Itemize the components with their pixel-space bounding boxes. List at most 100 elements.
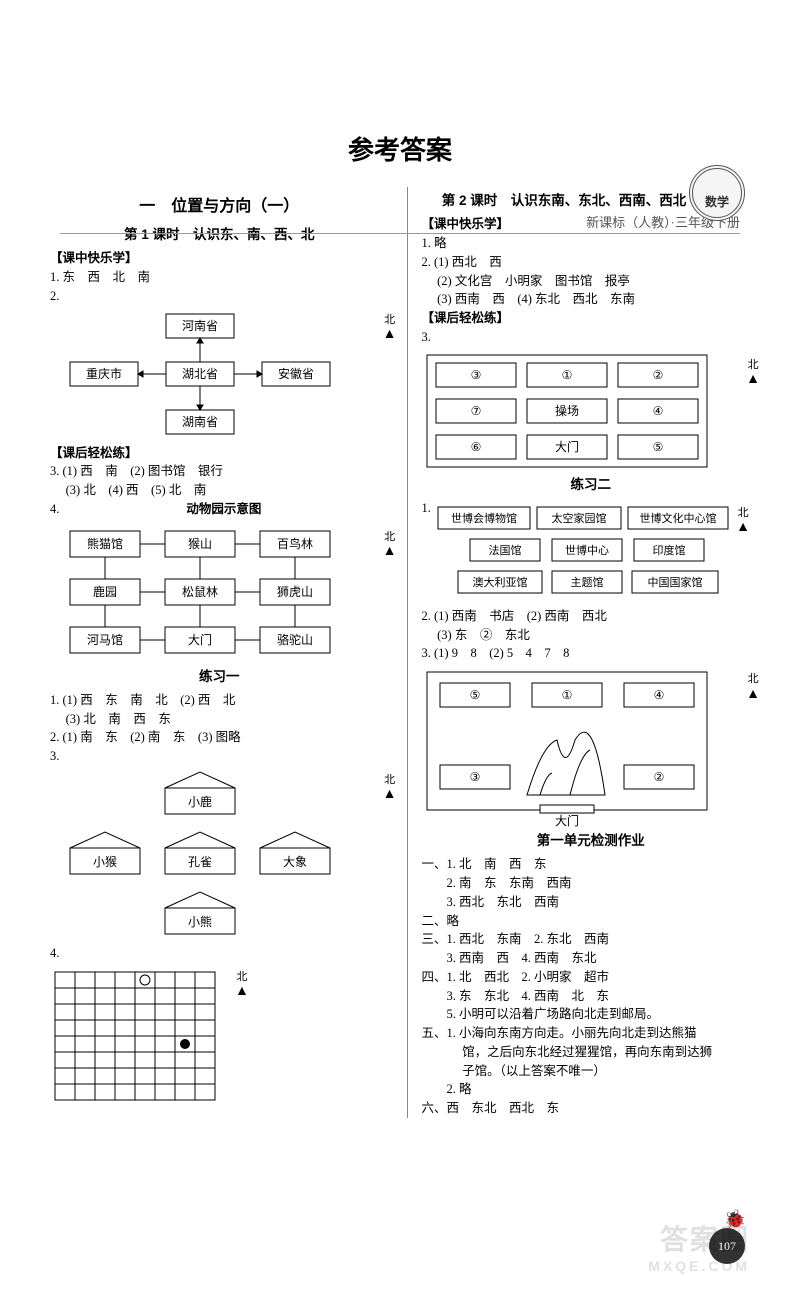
svg-text:法国馆: 法国馆 [489, 543, 522, 557]
north-icon: 北▲ [383, 772, 397, 803]
svg-text:④: ④ [652, 404, 663, 418]
svg-text:澳大利亚馆: 澳大利亚馆 [473, 575, 528, 589]
answer-line: 3. (1) 西 南 (2) 图书馆 银行 [50, 462, 389, 481]
svg-text:百鸟林: 百鸟林 [277, 536, 313, 551]
answer-line: 2. 南 东 东南 西南 [422, 874, 761, 893]
answer-line: 4. [50, 944, 389, 963]
exercise-2-title: 练习二 [422, 475, 761, 495]
answer-line: 五、1. 小海向东南方向走。小丽先向北走到达熊猫 [422, 1024, 761, 1043]
svg-text:狮虎山: 狮虎山 [277, 585, 313, 599]
svg-text:大门: 大门 [554, 813, 578, 827]
answer-line: 2. [50, 287, 389, 306]
right-column: 第 2 课时 认识东南、东北、西南、西北 【课中快乐学】 1. 略 2. (1)… [407, 187, 761, 1118]
answer-line: (2) 文化宫 小明家 图书馆 报亭 [422, 272, 761, 291]
main-title: 参考答案 [0, 130, 800, 167]
answer-line: 四、1. 北 西北 2. 小明家 超市 [422, 968, 761, 987]
answer-line: 2. (1) 南 东 (2) 南 东 (3) 图略 [50, 728, 389, 747]
answer-line: 3. [422, 328, 761, 347]
campus-svg: ③①② ⑦操场④ ⑥大门⑤ [422, 351, 732, 471]
svg-text:大象: 大象 [283, 855, 307, 869]
zoo-svg: 熊猫馆猴山百鸟林 鹿园松鼠林狮虎山 河马馆大门骆驼山 [50, 523, 350, 663]
section-label: 【课后轻松练】 [50, 444, 389, 463]
answer-line: 2. 略 [422, 1080, 761, 1099]
answer-line: 一、1. 北 南 西 东 [422, 855, 761, 874]
answer-line: 3. 东 东北 4. 西南 北 东 [422, 987, 761, 1006]
left-column: 一 位置与方向（一） 第 1 课时 认识东、南、西、北 【课中快乐学】 1. 东… [50, 187, 389, 1118]
scenic-diagram: ⑤ ① ④ ③ ② 大门 北▲ [422, 667, 761, 827]
svg-text:河南省: 河南省 [182, 318, 218, 333]
zoo-title: 动物园示意图 [59, 500, 388, 519]
zoo-diagram: 熊猫馆猴山百鸟林 鹿园松鼠林狮虎山 河马馆大门骆驼山 北▲ [50, 523, 389, 663]
svg-text:③: ③ [470, 368, 481, 382]
svg-text:猴山: 猴山 [188, 537, 212, 551]
north-icon: 北▲ [235, 969, 249, 1000]
provinces-svg: 河南省 湖南省 湖北省 重庆市 安徽省 [50, 310, 350, 440]
svg-text:湖南省: 湖南省 [182, 414, 218, 429]
scenic-svg: ⑤ ① ④ ③ ② 大门 [422, 667, 732, 827]
svg-text:②: ② [653, 770, 664, 784]
houses-diagram: 小鹿 小猴 孔雀 大象 小熊 北▲ [50, 770, 389, 940]
north-icon: 北▲ [383, 312, 397, 343]
answer-line: 3. (1) 9 8 (2) 5 4 7 8 [422, 644, 761, 663]
answer-line: 3. 西南 西 4. 西南 东北 [422, 949, 761, 968]
north-icon: 北▲ [746, 671, 760, 702]
svg-text:大门: 大门 [554, 439, 578, 454]
page-header: 新课标（人教）·三年级下册 [60, 212, 740, 234]
svg-text:世博会博物馆: 世博会博物馆 [451, 511, 517, 525]
svg-text:太空家园馆: 太空家园馆 [552, 511, 607, 525]
grid-diagram: 北▲ [50, 967, 389, 1112]
provinces-diagram: 河南省 湖南省 湖北省 重庆市 安徽省 北▲ [50, 310, 389, 440]
north-icon: 北▲ [736, 505, 750, 536]
answer-line: 2. (1) 西北 西 [422, 253, 761, 272]
answer-line: (3) 北 南 西 东 [50, 710, 389, 729]
svg-text:重庆市: 重庆市 [86, 366, 122, 381]
grid-svg [50, 967, 230, 1112]
exercise-1-title: 练习一 [50, 667, 389, 687]
north-icon: 北▲ [383, 529, 397, 560]
svg-text:③: ③ [469, 770, 480, 784]
answer-line: 三、1. 西北 东南 2. 东北 西南 [422, 930, 761, 949]
watermark: 答案圈 MXQE.COM [648, 1218, 750, 1274]
answer-line: 1. 东 西 北 南 [50, 268, 389, 287]
svg-text:松鼠林: 松鼠林 [182, 585, 218, 599]
svg-text:河马馆: 河马馆 [87, 632, 123, 647]
answer-line: 3. [50, 747, 389, 766]
svg-text:中国国家馆: 中国国家馆 [648, 575, 703, 589]
answer-line: 4. [50, 500, 59, 519]
svg-text:骆驼山: 骆驼山 [277, 632, 313, 647]
svg-text:②: ② [652, 368, 663, 382]
houses-svg: 小鹿 小猴 孔雀 大象 小熊 [50, 770, 350, 940]
svg-text:⑥: ⑥ [470, 440, 481, 454]
svg-text:鹿园: 鹿园 [93, 584, 117, 599]
answer-line: 二、略 [422, 912, 761, 931]
svg-text:世博文化中心馆: 世博文化中心馆 [640, 511, 717, 525]
answer-line: 子馆。（以上答案不唯一） [422, 1062, 761, 1081]
svg-text:印度馆: 印度馆 [653, 543, 686, 557]
answer-line: (3) 北 (4) 西 (5) 北 南 [50, 481, 389, 500]
answer-line: 1. (1) 西 东 南 北 (2) 西 北 [50, 691, 389, 710]
svg-text:④: ④ [653, 688, 664, 702]
svg-text:安徽省: 安徽省 [278, 366, 314, 381]
svg-text:小熊: 小熊 [188, 914, 212, 929]
svg-text:主题馆: 主题馆 [571, 575, 604, 589]
svg-text:熊猫馆: 熊猫馆 [87, 536, 123, 551]
answer-line: (3) 东 ② 东北 [422, 626, 761, 645]
svg-text:小鹿: 小鹿 [188, 794, 212, 809]
north-icon: 北▲ [746, 357, 760, 388]
svg-text:⑤: ⑤ [469, 688, 480, 702]
expo-svg: 世博会博物馆 太空家园馆 世博文化中心馆 法国馆 世博中心 印度馆 澳大利亚馆 主题馆 中国… [434, 503, 744, 603]
svg-text:①: ① [561, 368, 572, 382]
svg-text:小猴: 小猴 [93, 855, 117, 869]
answer-line: 3. 西北 东北 西南 [422, 893, 761, 912]
content-columns: 一 位置与方向（一） 第 1 课时 认识东、南、西、北 【课中快乐学】 1. 东… [50, 187, 760, 1118]
unit-test-title: 第一单元检测作业 [422, 831, 761, 851]
answer-line: 5. 小明可以沿着广场路向北走到邮局。 [422, 1005, 761, 1024]
subject-badge: 数学 [705, 193, 729, 210]
svg-text:世博中心: 世博中心 [565, 544, 609, 557]
campus-diagram: ③①② ⑦操场④ ⑥大门⑤ 北▲ [422, 351, 761, 471]
svg-text:⑤: ⑤ [652, 440, 663, 454]
svg-text:①: ① [561, 688, 572, 702]
section-label: 【课后轻松练】 [422, 309, 761, 328]
header-text: 新课标（人教）·三年级下册 [586, 215, 740, 230]
svg-text:⑦: ⑦ [470, 404, 481, 418]
